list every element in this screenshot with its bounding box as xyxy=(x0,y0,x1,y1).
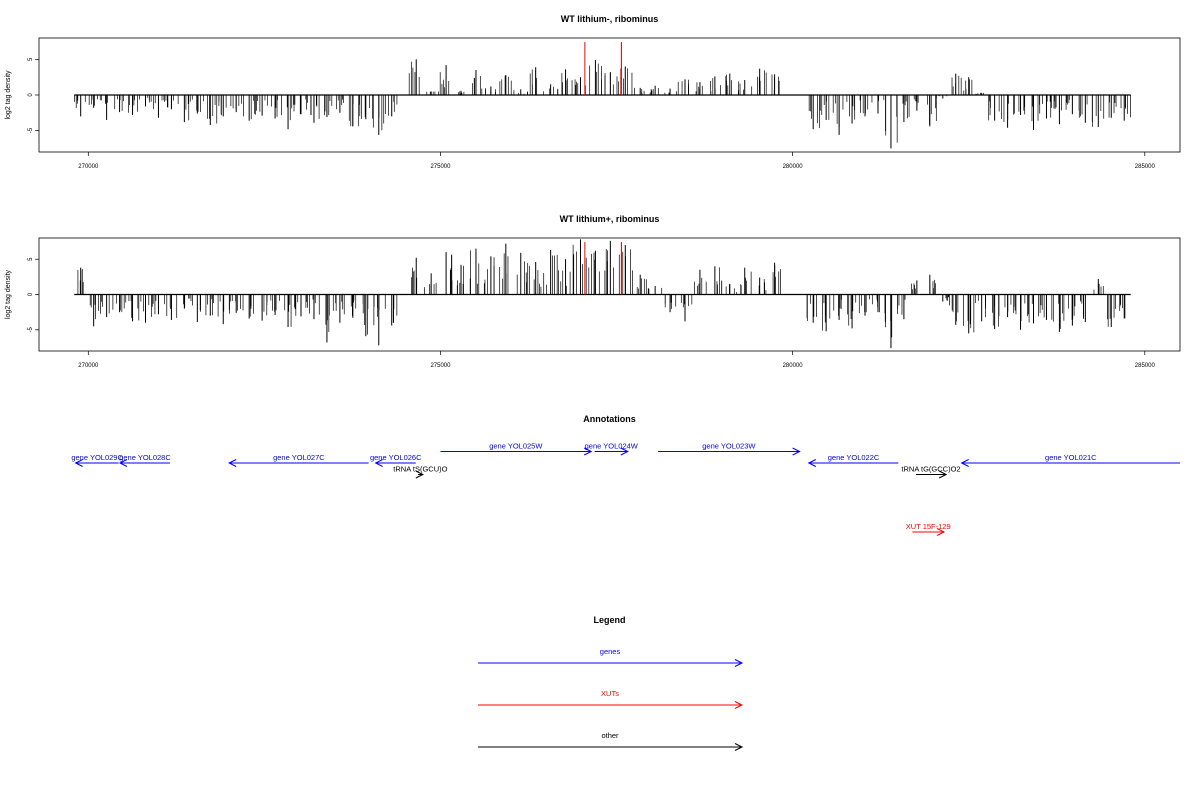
legend-panel: Legend genes XUTs other xyxy=(478,615,744,751)
feature-arrow: tRNA tS(GCU)O xyxy=(393,465,448,479)
feature-label: tRNA tS(GCU)O xyxy=(393,465,447,474)
feature-arrow: gene YOL024W xyxy=(585,442,639,456)
feature-arrow: gene YOL029C xyxy=(71,453,123,467)
legend-item: XUTs xyxy=(478,689,744,709)
arrow-head xyxy=(936,528,946,536)
feature-label: gene YOL022C xyxy=(828,453,880,462)
arrow-head xyxy=(118,459,128,467)
legend-label: XUTs xyxy=(601,689,619,698)
legend-arrow-head xyxy=(734,701,744,709)
y-tick-label: -5 xyxy=(28,127,34,133)
feature-arrow: gene YOL023W xyxy=(658,442,801,456)
track-panel-lithium-minus: WT lithium-, ribominus log2 tag density -5… xyxy=(5,14,1181,170)
arrow-head xyxy=(792,447,801,456)
arrow-head xyxy=(807,459,817,467)
legend-item: genes xyxy=(478,647,744,667)
x-tick-label: 270000 xyxy=(78,363,99,369)
feature-label: gene YOL029C xyxy=(71,453,123,462)
feature-arrow: gene YOL022C xyxy=(807,453,899,467)
feature-label: tRNA tG(GCC)O2 xyxy=(901,465,960,474)
feature-label: gene YOL025W xyxy=(489,442,543,451)
feature-label: gene YOL026C xyxy=(370,453,422,462)
feature-label: XUT 15F-129 xyxy=(906,522,951,531)
feature-arrow: gene YOL028C xyxy=(118,453,171,467)
feature-arrow: gene YOL026C xyxy=(370,453,422,467)
legend-title: Legend xyxy=(593,615,625,625)
feature-arrow: XUT 15F-129 xyxy=(906,522,951,536)
feature-label: gene YOL023W xyxy=(702,442,756,451)
arrow-head xyxy=(960,459,969,467)
feature-label: gene YOL028C xyxy=(119,453,171,462)
feature-label: gene YOL027C xyxy=(273,453,325,462)
arrow-head xyxy=(415,470,424,479)
legend-arrow-head xyxy=(734,743,744,751)
y-tick-label: 5 xyxy=(28,57,34,61)
arrow-head xyxy=(374,459,383,467)
legend-item: other xyxy=(478,731,744,751)
feature-label: gene YOL024W xyxy=(585,442,639,451)
arrow-head xyxy=(228,459,237,467)
y-tick-label: 5 xyxy=(28,257,34,261)
feature-arrow: gene YOL027C xyxy=(228,453,369,467)
legend-label: other xyxy=(601,731,619,740)
x-tick-label: 285000 xyxy=(1135,363,1156,369)
legend-arrow-head xyxy=(734,659,744,667)
annotations-title: Annotations xyxy=(583,414,636,424)
feature-arrow: gene YOL021C xyxy=(960,453,1180,467)
legend-label: genes xyxy=(600,647,621,656)
x-tick-label: 275000 xyxy=(430,164,451,170)
x-tick-label: 275000 xyxy=(430,363,451,369)
feature-arrow: tRNA tG(GCC)O2 xyxy=(901,465,961,479)
arrow-head xyxy=(74,459,83,467)
track-panel-lithium-plus: WT lithium+, ribominus log2 tag density -5… xyxy=(5,214,1181,369)
arrow-head xyxy=(583,447,593,456)
arrow-head xyxy=(938,470,948,479)
y-tick-label: 0 xyxy=(28,292,34,296)
y-axis-label: log2 tag density xyxy=(5,269,12,319)
arrow-head xyxy=(620,447,629,456)
y-axis-label: log2 tag density xyxy=(5,70,12,120)
chart-title: WT lithium-, ribominus xyxy=(561,14,659,24)
feature-label: gene YOL021C xyxy=(1045,453,1097,462)
x-tick-label: 270000 xyxy=(78,164,99,170)
x-tick-label: 285000 xyxy=(1135,164,1156,170)
x-tick-label: 280000 xyxy=(783,363,804,369)
y-tick-label: 0 xyxy=(28,93,34,97)
feature-arrow: gene YOL025W xyxy=(440,442,593,456)
x-tick-label: 280000 xyxy=(783,164,804,170)
y-tick-label: -5 xyxy=(28,326,34,332)
chart-title: WT lithium+, ribominus xyxy=(560,214,660,224)
